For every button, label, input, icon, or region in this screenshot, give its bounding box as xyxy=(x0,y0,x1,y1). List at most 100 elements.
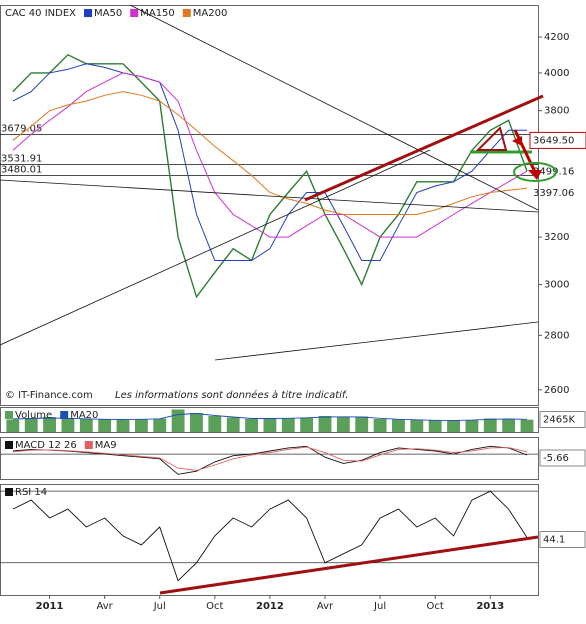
volume-bar xyxy=(410,420,424,432)
trend-line xyxy=(214,321,539,361)
legend-swatch xyxy=(5,411,13,419)
panel-frame xyxy=(0,5,539,406)
volume-bar xyxy=(6,419,20,432)
legend-label: MA150 xyxy=(140,8,175,19)
x-tick-label: Avr xyxy=(317,601,334,612)
series-line xyxy=(12,490,528,582)
arrow xyxy=(513,129,537,173)
legend-label: MA9 xyxy=(95,440,117,451)
arrow-head xyxy=(512,136,522,146)
level-label: 3531.91 xyxy=(1,153,42,164)
series-line xyxy=(12,72,528,238)
volume-bar xyxy=(61,418,75,432)
rsi-support-line xyxy=(159,535,539,595)
volume-bar xyxy=(502,419,516,432)
level-value: 3499.16 xyxy=(533,166,574,177)
legend-swatch xyxy=(182,9,191,17)
x-tick-label: Jul xyxy=(373,601,386,612)
legend-swatch xyxy=(5,488,13,496)
volume-bar xyxy=(465,420,479,432)
y-tick-label: 2800 xyxy=(544,330,569,341)
y-tick-label: 4000 xyxy=(544,68,569,79)
volume-bar xyxy=(116,420,130,432)
legend-label: RSI 14 xyxy=(15,487,47,498)
y-tick-label: 3800 xyxy=(544,106,569,117)
series-line xyxy=(12,445,528,475)
legend-label: MA50 xyxy=(94,8,122,19)
arrow-head xyxy=(528,170,542,180)
panel-frame xyxy=(0,484,539,596)
level-value: 3397.06 xyxy=(533,188,574,199)
volume-bar xyxy=(300,417,314,432)
legend-swatch xyxy=(130,9,139,17)
x-tick-label: 2012 xyxy=(256,601,284,612)
volume-bar xyxy=(483,418,497,432)
last-value-box xyxy=(539,531,586,548)
volume-bar xyxy=(245,419,258,432)
volume-bar xyxy=(447,420,460,432)
panel-frame xyxy=(0,407,539,433)
volume-bar xyxy=(171,409,185,432)
y-tick-label: 4200 xyxy=(544,32,569,43)
y-tick-label: 3000 xyxy=(544,280,569,291)
series-line xyxy=(12,413,528,421)
last-value: 2465K xyxy=(543,415,575,426)
volume-bar xyxy=(190,413,203,432)
legend-swatch xyxy=(5,441,13,449)
volume-bar xyxy=(520,419,534,432)
trend-line xyxy=(0,149,431,346)
level-box xyxy=(529,131,586,149)
last-value-box xyxy=(539,411,586,428)
volume-bar xyxy=(373,419,387,432)
volume-bar xyxy=(98,419,112,432)
x-tick-label: Jul xyxy=(153,601,166,612)
level-label: 3480.01 xyxy=(1,164,42,175)
legend-swatch xyxy=(84,9,93,17)
series-line xyxy=(12,91,528,215)
chart-title: CAC 40 INDEX xyxy=(5,8,76,19)
volume-bar xyxy=(318,416,332,432)
volume-bar xyxy=(263,418,277,432)
legend-label: MA20 xyxy=(70,410,98,421)
volume-bar xyxy=(336,417,350,432)
panel-frame xyxy=(0,437,539,480)
last-value: 44.1 xyxy=(543,535,565,546)
legend-swatch xyxy=(84,441,93,449)
volume-bar xyxy=(392,419,405,432)
volume-bar xyxy=(134,419,148,432)
trend-line xyxy=(129,4,539,211)
legend-swatch xyxy=(60,411,69,419)
volume-bar xyxy=(281,418,295,432)
source: © IT-Finance.com xyxy=(5,390,93,401)
volume-bar xyxy=(208,416,222,432)
last-value-box xyxy=(539,449,586,467)
volume-bar xyxy=(355,416,369,432)
highlight-ellipse xyxy=(513,162,557,182)
legend-label: MACD 12 26 xyxy=(15,440,77,451)
volume-bar xyxy=(24,418,38,432)
volume-bar xyxy=(428,420,442,432)
note: Les informations sont données à titre in… xyxy=(115,389,348,401)
legend-label: Volume xyxy=(15,410,52,421)
volume-bar xyxy=(226,417,240,432)
last-value: -5.66 xyxy=(543,453,569,464)
x-tick-label: Oct xyxy=(206,601,223,612)
x-tick-label: Avr xyxy=(97,601,114,612)
volume-bar xyxy=(43,417,57,432)
volume-bar xyxy=(79,419,93,432)
x-tick-label: Oct xyxy=(427,601,444,612)
level-label: 3679.05 xyxy=(1,123,42,134)
x-tick-label: 2011 xyxy=(36,601,64,612)
resistance-line xyxy=(304,94,544,202)
series-line xyxy=(12,63,527,261)
trend-line xyxy=(0,179,539,213)
y-tick-label: 3200 xyxy=(544,232,569,243)
volume-bar xyxy=(153,418,167,432)
legend-label: MA200 xyxy=(193,8,228,19)
level-value: 3649.50 xyxy=(533,135,574,146)
pattern-triangle xyxy=(475,126,508,151)
annotations xyxy=(0,4,557,595)
y-tick-label: 2600 xyxy=(544,385,569,396)
series-line xyxy=(12,53,528,299)
